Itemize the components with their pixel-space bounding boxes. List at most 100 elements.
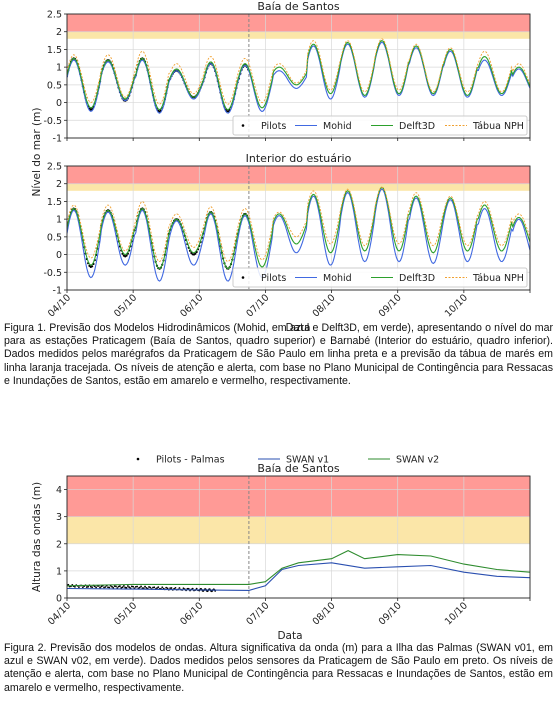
data-point	[161, 586, 164, 589]
y-tick-label: 1.5	[47, 197, 62, 208]
legend-item: Tábua NPH	[445, 121, 524, 132]
panel-title: Interior do estuário	[246, 152, 352, 165]
shared-y-axis-label: Nível do mar (m)	[31, 108, 43, 197]
plot-frame	[66, 13, 531, 139]
legend-item: SWAN v2	[368, 455, 439, 466]
data-point	[136, 585, 139, 588]
legend-item: Mohid	[295, 273, 352, 284]
x-tick-label: 07/10	[244, 292, 271, 319]
x-tick-label: 06/10	[178, 600, 205, 627]
panel-title: Baía de Santos	[257, 462, 340, 475]
x-tick-label: 06/10	[178, 292, 205, 319]
y-tick-label: 1	[56, 215, 62, 226]
series-t-bua-nph-line	[67, 38, 530, 105]
legend-label: Pilots	[261, 273, 286, 284]
y-tick-label: 2	[56, 539, 62, 550]
panel-ba-a-de-santos: -1 -0.5 0 0.5 1 1.5 2 2.5 Baía de Santos Pilots Mo…	[43, 0, 531, 145]
data-point	[122, 585, 125, 587]
y-tick-label: 1	[56, 566, 62, 577]
data-point	[128, 586, 131, 589]
data-point	[99, 586, 101, 589]
data-point	[145, 586, 148, 589]
series-swan-v1-line	[67, 562, 530, 591]
series-delft3d-line	[67, 39, 530, 111]
alert-band	[67, 166, 530, 184]
x-tick-label: 10/10	[443, 292, 470, 319]
panel-title: Baía de Santos	[257, 0, 340, 13]
data-point	[142, 587, 145, 590]
data-point	[153, 586, 156, 589]
y-axis-label: Altura das ondas (m)	[31, 482, 43, 592]
data-point	[165, 586, 168, 589]
legend-item: Tábua NPH	[445, 273, 524, 284]
alert-band	[67, 476, 530, 517]
shared-x-axis-label: Data	[285, 322, 310, 334]
y-tick-label: 1	[56, 63, 62, 74]
data-point	[182, 587, 185, 590]
legend-label: Mohid	[323, 121, 352, 132]
data-point	[112, 586, 115, 589]
y-tick-label: 2.5	[47, 10, 62, 21]
figure-1-chart: -1 -0.5 0 0.5 1 1.5 2 2.5 Baía de Santos Pilots Mo…	[31, 0, 531, 334]
data-point	[74, 585, 76, 588]
x-tick-label: 09/10	[377, 600, 404, 627]
data-point	[104, 586, 107, 588]
legend-label: Tábua NPH	[472, 121, 524, 132]
x-tick-label: 08/10	[311, 292, 338, 319]
y-tick-label: 4	[56, 485, 62, 496]
x-axis-label: Data	[277, 630, 302, 642]
data-point	[141, 587, 144, 590]
legend: Pilots - Palmas SWAN v1 SWAN v2	[136, 455, 439, 466]
legend-item: Pilots	[241, 121, 286, 132]
figure-2-caption: Figura 2. Previsão dos modelos de ondas.…	[4, 642, 553, 694]
legend-swatch	[241, 124, 245, 127]
data-point	[124, 586, 127, 589]
legend-label: Tábua NPH	[472, 273, 524, 284]
data-point	[194, 252, 197, 255]
legend-label: Mohid	[323, 273, 352, 284]
figure-1-caption: Figura 1. Previsão dos Modelos Hidrodinâ…	[4, 322, 553, 387]
attention-band	[67, 516, 530, 544]
legend-label: Delft3D	[399, 121, 435, 132]
x-tick-label: 05/10	[112, 292, 139, 319]
y-tick-label: 0	[56, 250, 62, 261]
x-tick-label: 09/10	[377, 292, 404, 319]
legend-item: Pilots	[241, 273, 286, 284]
legend-label: SWAN v2	[396, 455, 439, 466]
series-t-bua-nph-line	[67, 186, 530, 263]
legend-swatch	[136, 457, 140, 461]
data-point	[93, 585, 96, 588]
legend: Pilots Mohid Delft3D Tábua NPH	[232, 267, 528, 288]
data-point	[91, 586, 94, 589]
y-tick-label: 3	[56, 512, 62, 523]
legend-item: Mohid	[295, 121, 352, 132]
legend-item: Delft3D	[371, 121, 435, 132]
data-point	[120, 586, 123, 589]
x-tick-label: 05/10	[112, 600, 139, 627]
y-tick-label: -0.5	[43, 116, 62, 127]
data-point	[100, 585, 103, 588]
data-point	[166, 587, 169, 590]
data-point	[195, 587, 198, 590]
legend-item: SWAN v1	[258, 455, 329, 466]
y-tick-label: 0.5	[47, 232, 62, 243]
data-point	[132, 585, 135, 588]
attention-band	[67, 183, 530, 191]
y-tick-label: 1.5	[47, 45, 62, 56]
legend-label: SWAN v1	[286, 455, 329, 466]
y-tick-label: 0.5	[47, 80, 62, 91]
data-point	[108, 586, 111, 589]
data-point	[81, 586, 84, 589]
data-point	[144, 585, 146, 588]
legend-label: Delft3D	[399, 273, 435, 284]
data-point	[157, 586, 160, 589]
data-point	[125, 586, 128, 589]
data-point	[126, 585, 129, 587]
data-point	[95, 586, 98, 589]
data-point	[156, 587, 158, 590]
data-point	[91, 265, 94, 268]
data-point	[125, 254, 128, 257]
